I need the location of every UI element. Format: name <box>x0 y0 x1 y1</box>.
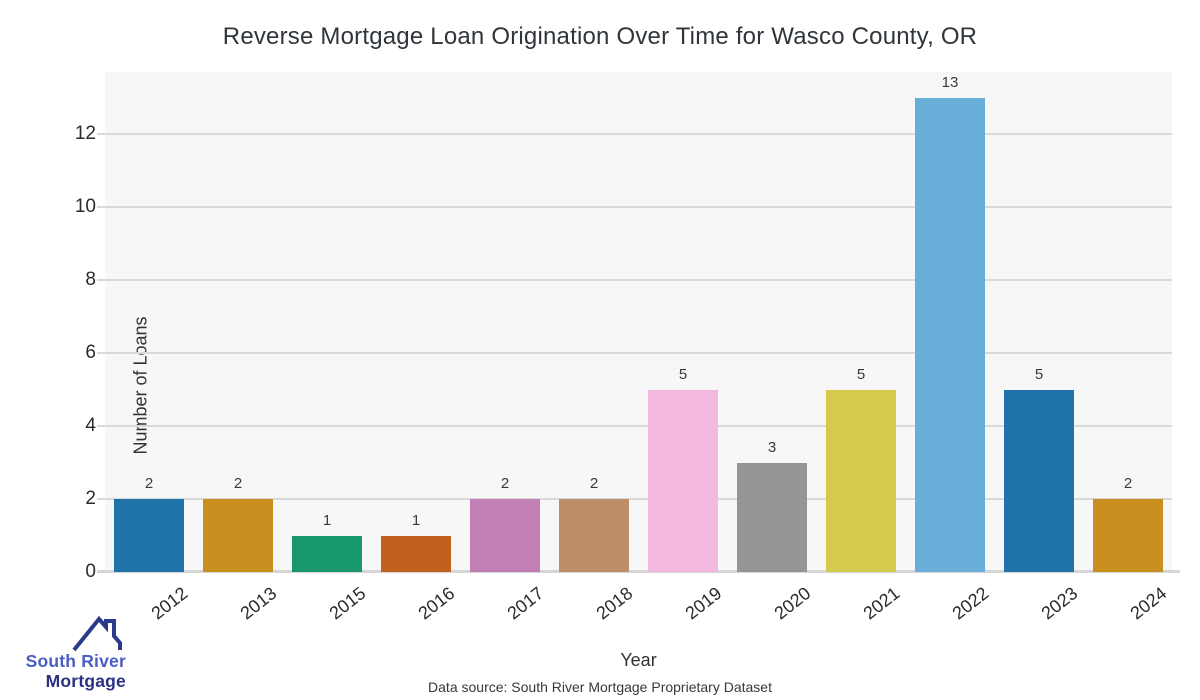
bar-value-label: 5 <box>1034 366 1044 383</box>
bar-value-label: 2 <box>233 475 243 492</box>
x-tick-label: 2012 <box>147 583 192 624</box>
y-tick-label: 6 <box>85 342 96 364</box>
x-tick-label: 2019 <box>681 583 726 624</box>
bar-2020 <box>737 463 807 572</box>
y-tick-label: 0 <box>85 561 96 582</box>
y-tick-label: 12 <box>74 123 96 145</box>
gridline-y4 <box>97 425 1172 427</box>
x-tick-label: 2018 <box>592 583 637 624</box>
y-tick-label: 10 <box>74 196 96 218</box>
gridline-y2 <box>97 498 1172 500</box>
bar-2024 <box>1093 499 1163 572</box>
x-axis-line <box>97 570 1180 573</box>
y-axis-title: Number of Loans <box>130 316 151 455</box>
bar-2018 <box>559 499 629 572</box>
x-tick-label: 2024 <box>1125 583 1170 624</box>
bar-2015 <box>292 536 362 572</box>
bar-2021 <box>826 390 896 572</box>
bar-value-label: 5 <box>678 366 688 383</box>
bar-value-label: 5 <box>856 366 866 383</box>
chart-title: Reverse Mortgage Loan Origination Over T… <box>222 23 978 50</box>
bar-value-label: 2 <box>1123 475 1133 492</box>
bar-2016 <box>381 536 451 572</box>
bar-value-label: 3 <box>767 439 777 456</box>
bar-value-label: 2 <box>144 475 154 492</box>
logo-text-mortgage: Mortgage <box>45 670 126 691</box>
bar-2012 <box>114 499 184 572</box>
x-tick-label: 2021 <box>859 583 904 624</box>
x-tick-label: 2020 <box>770 583 815 624</box>
bar-value-label: 2 <box>589 475 599 492</box>
house-roof-icon <box>72 615 122 652</box>
gridline-y8 <box>97 279 1172 282</box>
x-axis-title: Year <box>620 650 657 670</box>
x-tick-label: 2013 <box>236 583 281 624</box>
x-tick-label: 2023 <box>1037 583 1081 624</box>
plot-area: Number of Loans 2 2 1 1 2 2 5 3 5 13 5 2 <box>97 72 1180 573</box>
bar-value-label: 1 <box>322 512 332 529</box>
gridline-y12 <box>97 133 1172 136</box>
south-river-mortgage-logo: South River Mortgage <box>14 612 126 690</box>
bar-2019 <box>648 390 718 572</box>
x-tick-label: 2016 <box>414 583 459 624</box>
bar-2023 <box>1004 390 1074 572</box>
y-tick-label: 8 <box>85 269 96 291</box>
y-tick-label: 2 <box>85 488 96 509</box>
bar-value-label: 2 <box>500 475 510 492</box>
x-tick-label: 2022 <box>948 583 993 624</box>
x-tick-label: 2015 <box>325 583 370 624</box>
y-tick-label: 4 <box>85 415 96 436</box>
bar-2022 <box>915 98 985 572</box>
gridline-y6 <box>97 352 1172 355</box>
bar-2013 <box>203 499 273 572</box>
logo-text-south-river: South River <box>25 651 126 671</box>
gridline-y10 <box>97 206 1172 209</box>
bar-2017 <box>470 499 540 572</box>
x-tick-label: 2017 <box>503 583 548 624</box>
data-source-note: Data source: South River Mortgage Propri… <box>428 679 772 695</box>
bar-value-label: 1 <box>411 512 421 529</box>
bar-value-label: 13 <box>941 74 959 91</box>
